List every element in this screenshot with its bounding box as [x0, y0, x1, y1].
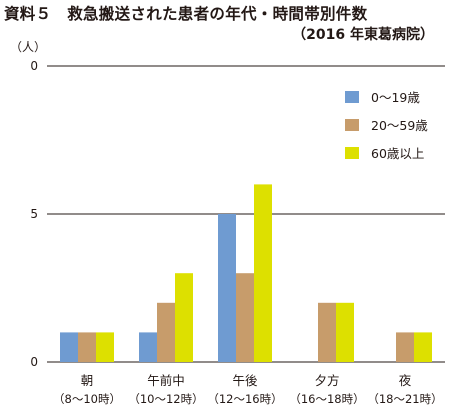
bar [218, 214, 236, 362]
x-category-label: 午後 [232, 373, 258, 388]
bar [236, 273, 254, 362]
y-tick-label: 0 [30, 59, 38, 73]
chart-title: 資料５ 救急搬送された患者の年代・時間帯別件数 [4, 5, 368, 23]
chart-subtitle: （2016 年東葛病院） [292, 27, 434, 43]
legend-label: 0～19歳 [371, 90, 420, 105]
bar-group [60, 184, 432, 362]
bar [396, 332, 414, 362]
x-category-range: （18～21時） [367, 392, 442, 406]
bar [318, 302, 336, 362]
y-tick-label: 0 [30, 355, 38, 369]
bar [336, 302, 354, 362]
x-category-range: （16～18時） [289, 392, 364, 406]
bar [414, 332, 432, 362]
bar [78, 332, 96, 362]
y-axis-unit-label: （人） [10, 40, 47, 54]
x-category-label: 朝 [81, 373, 94, 388]
x-axis-categories: 朝 （8～10時） 午前中 （10～12時） 午後 （12～16時） 夕方 （16～18時） 夜… [53, 373, 443, 406]
legend-swatch [345, 119, 359, 131]
x-category-label: 午前中 [147, 373, 185, 388]
bar [139, 332, 157, 362]
legend-swatch [345, 147, 359, 159]
x-category-label: 夕方 [314, 373, 339, 388]
x-category-label: 夜 [399, 373, 412, 388]
legend-label: 20～59歳 [371, 118, 428, 133]
bar [254, 184, 272, 362]
bar [60, 332, 78, 362]
legend-swatch [345, 91, 359, 103]
x-category-range: （12～16時） [207, 392, 282, 406]
y-tick-label: 5 [30, 207, 38, 221]
bar [157, 302, 175, 362]
x-category-range: （8～10時） [53, 392, 121, 406]
legend-label: 60歳以上 [371, 146, 424, 161]
y-axis-ticks: 0 5 0 [30, 59, 38, 369]
x-category-range: （10～12時） [128, 392, 203, 406]
bar [175, 273, 193, 362]
legend: 0～19歳 20～59歳 60歳以上 [345, 90, 428, 161]
bar [96, 332, 114, 362]
